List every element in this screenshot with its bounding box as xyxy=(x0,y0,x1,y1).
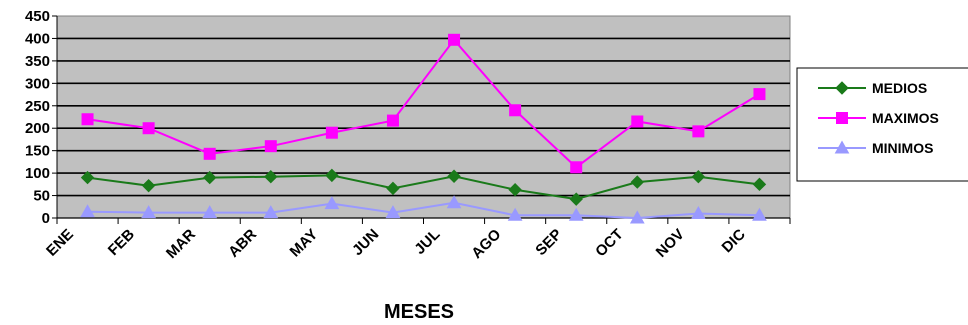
y-tick-label: 200 xyxy=(25,120,50,137)
data-point xyxy=(81,113,94,126)
data-point xyxy=(630,175,644,189)
data-point xyxy=(325,126,338,139)
grid-lines xyxy=(57,37,790,197)
x-tick-label: ABR xyxy=(225,226,260,261)
x-tick-label: NOV xyxy=(653,226,688,261)
data-point xyxy=(386,114,399,127)
data-point xyxy=(141,178,156,193)
legend-marker xyxy=(836,112,848,124)
y-tick-label: 50 xyxy=(33,188,50,205)
data-point xyxy=(629,210,645,224)
y-tick-label: 350 xyxy=(25,53,50,70)
data-point xyxy=(752,207,767,221)
data-point xyxy=(691,169,706,184)
data-point xyxy=(142,122,155,135)
data-point xyxy=(203,170,217,185)
legend-item-minimos: MINIMOS xyxy=(818,140,933,156)
x-tick-label: OCT xyxy=(592,226,626,260)
y-axis: 0 50 100 150 200 250 300 350 400 450 xyxy=(25,8,58,227)
data-point xyxy=(264,140,277,153)
data-point xyxy=(446,195,462,209)
series-line xyxy=(87,174,760,201)
series-minimos xyxy=(80,195,767,224)
data-point xyxy=(141,205,156,219)
data-point xyxy=(753,88,766,101)
data-point xyxy=(202,205,218,219)
data-point xyxy=(448,33,461,46)
x-axis-title: MESES xyxy=(384,301,454,323)
legend-item-medios: MEDIOS xyxy=(818,80,927,96)
data-point xyxy=(509,104,522,117)
data-point xyxy=(507,207,523,221)
data-point xyxy=(325,168,339,183)
y-tick-label: 250 xyxy=(25,98,50,115)
plot-area xyxy=(56,15,791,219)
x-tick-label: SEP xyxy=(532,226,565,259)
legend-marker xyxy=(834,140,850,154)
legend-label: MINIMOS xyxy=(872,140,933,156)
x-tick-label: DIC xyxy=(719,226,749,256)
x-tick-label: JUN xyxy=(349,226,382,259)
legend: MEDIOS MAXIMOS MINIMOS xyxy=(796,67,968,182)
data-point xyxy=(264,169,278,184)
y-tick-label: 0 xyxy=(42,210,50,227)
y-tick-label: 150 xyxy=(25,143,50,160)
series-line xyxy=(87,38,760,169)
series-maximos xyxy=(81,33,766,174)
data-point xyxy=(324,196,340,210)
data-point xyxy=(568,207,584,221)
series-group xyxy=(80,33,767,224)
x-tick-label: MAR xyxy=(163,226,199,262)
legend-item-maximos: MAXIMOS xyxy=(818,110,939,126)
data-point xyxy=(80,204,95,218)
y-tick-label: 450 xyxy=(25,8,50,25)
y-tick-label: 100 xyxy=(25,165,50,182)
data-point xyxy=(691,205,706,220)
data-point xyxy=(447,169,461,183)
legend-marker xyxy=(835,81,849,95)
legend-label: MAXIMOS xyxy=(872,110,939,126)
data-point xyxy=(570,161,583,174)
data-point xyxy=(631,115,644,128)
data-point xyxy=(508,183,522,197)
data-point xyxy=(263,205,279,219)
x-axis: ENE FEB MAR ABR MAY JUN JUL AGO SEP OCT NOV DIC xyxy=(43,217,791,262)
data-point xyxy=(385,205,401,219)
x-tick-label: ENE xyxy=(43,226,77,260)
data-point xyxy=(386,181,400,196)
x-tick-label: AGO xyxy=(468,226,504,262)
x-tick-label: FEB xyxy=(105,226,138,259)
series-line xyxy=(87,201,760,220)
legend-box xyxy=(796,67,968,182)
data-point xyxy=(752,177,767,192)
data-point xyxy=(692,125,705,138)
y-tick-label: 300 xyxy=(25,75,50,92)
data-point xyxy=(80,170,95,185)
data-point xyxy=(569,192,583,206)
data-point xyxy=(203,147,216,160)
legend-label: MEDIOS xyxy=(872,80,927,96)
series-medios xyxy=(80,168,767,206)
y-tick-label: 400 xyxy=(25,30,50,47)
x-tick-label: MAY xyxy=(287,226,322,261)
x-tick-label: JUL xyxy=(411,226,443,258)
